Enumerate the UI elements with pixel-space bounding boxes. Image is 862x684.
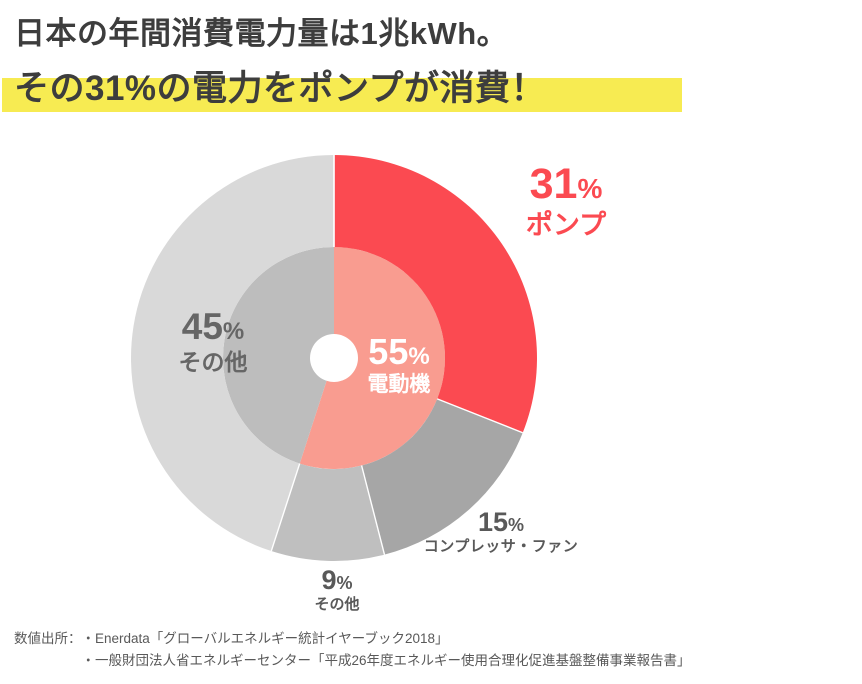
yellow-highlight-bar — [2, 78, 682, 112]
label-pump-percent-sign: % — [577, 173, 603, 204]
source-prefix: 数値出所： — [14, 631, 82, 646]
chart-segment — [334, 155, 537, 433]
data-source-note: 数値出所： ・Enerdata「グローバルエネルギー統計イヤーブック2018」 … — [14, 628, 691, 671]
label-other45-value: 45 — [181, 306, 223, 347]
chart-segment — [271, 463, 385, 561]
page-title-line1: 日本の年間消費電力量は1兆kWh。 — [14, 16, 509, 51]
label-other9-value: 9 — [321, 565, 337, 595]
label-pump-value: 31 — [529, 160, 578, 208]
label-compressor-value: 15 — [477, 507, 509, 537]
source-line-2: ・一般財団法人省エネルギーセンター「平成26年度エネルギー使用合理化促進基盤整備… — [81, 652, 691, 668]
page-title-line2: その31%の電力をポンプが消費！ — [14, 69, 547, 108]
label-other45-percent-sign: % — [222, 318, 245, 345]
label-other-45: 45% その他 — [153, 306, 273, 375]
label-other-9: 9% その他 — [287, 566, 387, 613]
label-compressor-percent-sign: % — [508, 515, 525, 535]
label-pump-name: ポンプ — [525, 210, 607, 241]
chart-segment — [222, 247, 334, 464]
label-other45-name: その他 — [178, 348, 248, 375]
segment-divider — [270, 463, 301, 552]
source-line-1: ・Enerdata「グローバルエネルギー統計イヤーブック2018」 — [81, 631, 449, 646]
donut-hole — [310, 334, 358, 382]
label-compressor-name: コンプレッサ・ファン — [423, 538, 579, 556]
label-compressor-fan: 15% コンプレッサ・ファン — [418, 508, 584, 555]
label-motor-value: 55 — [368, 331, 409, 372]
label-motor-name: 電動機 — [367, 372, 431, 396]
segment-divider — [360, 465, 386, 555]
segment-divider — [436, 398, 523, 434]
label-pump: 31% ポンプ — [500, 160, 632, 241]
label-motor-percent-sign: % — [408, 343, 430, 370]
label-motor-center: 55% 電動機 — [339, 333, 459, 396]
label-other9-percent-sign: % — [336, 573, 353, 593]
chart-segment — [361, 398, 523, 555]
chart-segment — [299, 247, 445, 469]
label-other9-name: その他 — [314, 596, 360, 614]
chart-segment — [131, 155, 334, 552]
